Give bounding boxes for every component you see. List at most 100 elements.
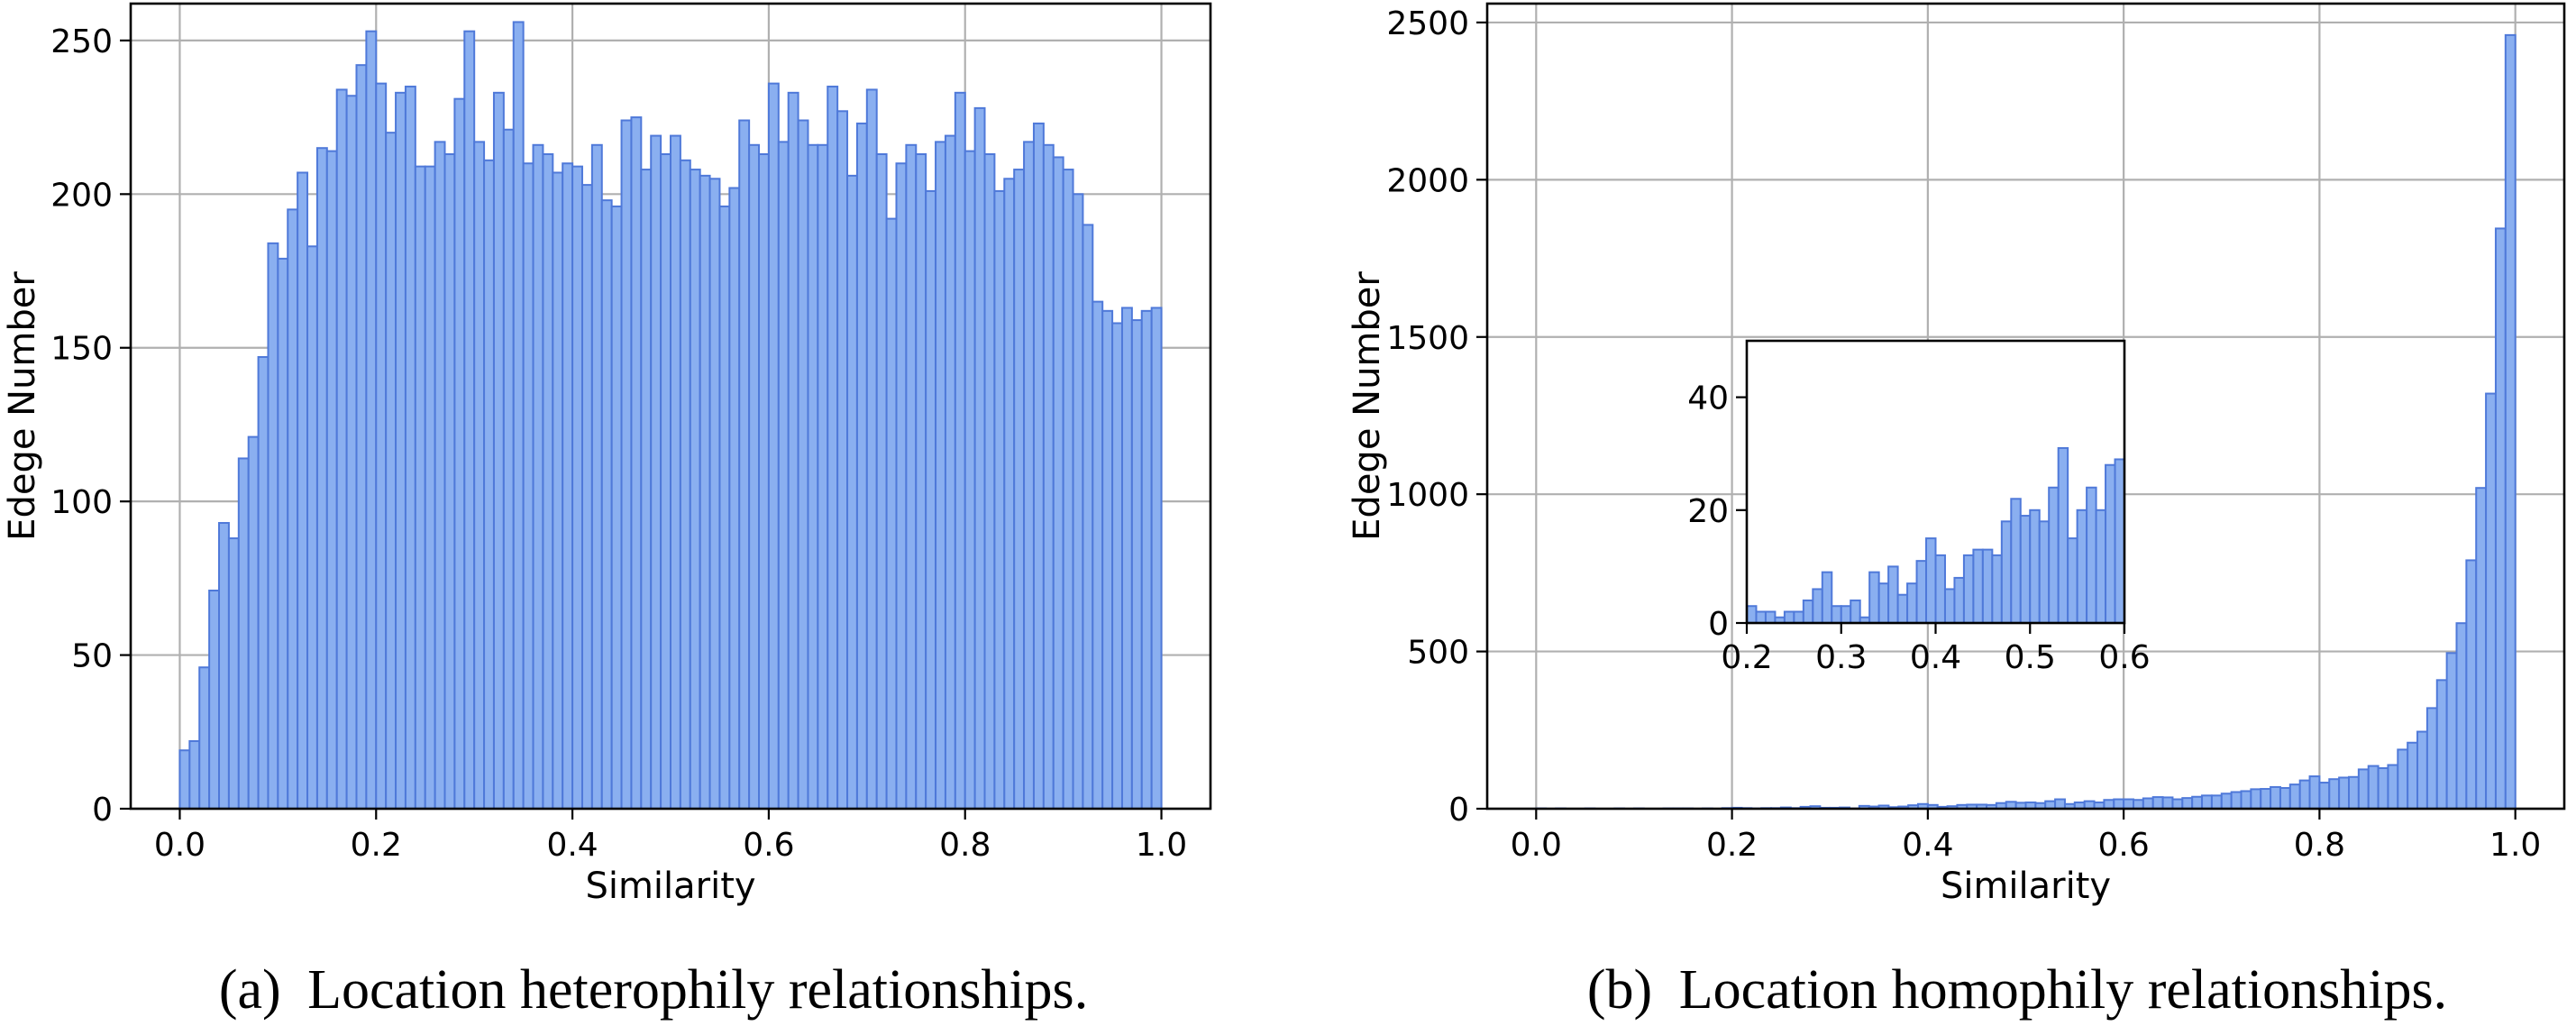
a-bar-41 bbox=[580, 184, 593, 811]
inset-bar-23 bbox=[1962, 554, 1975, 625]
a-bar-92 bbox=[1082, 224, 1094, 810]
b-bar-90 bbox=[2416, 730, 2428, 810]
inset-xtick-label-1: 0.3 bbox=[1815, 639, 1867, 676]
b-bar-58 bbox=[2103, 799, 2115, 810]
a-bar-77 bbox=[935, 141, 946, 810]
a-bar-4 bbox=[218, 522, 230, 811]
inset-bar-11 bbox=[1850, 599, 1861, 625]
inset-bar-36 bbox=[2086, 486, 2097, 625]
a-bar-54 bbox=[708, 178, 721, 810]
b-caption-text: Location homophily relationships. bbox=[1679, 959, 2447, 1021]
a-bar-39 bbox=[562, 162, 574, 811]
a-bar-27 bbox=[443, 153, 456, 810]
inset-xtick-label-4: 0.6 bbox=[2098, 639, 2150, 676]
inset-xtick-label-2: 0.4 bbox=[1910, 639, 1961, 676]
b-bar-67 bbox=[2191, 795, 2204, 810]
b-y-axis-label: Edege Number bbox=[1347, 271, 1388, 541]
a-bar-62 bbox=[787, 91, 799, 811]
b-ytick-label-4: 2000 bbox=[1386, 162, 1469, 199]
inset-bar-1 bbox=[1755, 610, 1767, 624]
a-bar-32 bbox=[492, 91, 505, 811]
a-bar-28 bbox=[453, 97, 466, 811]
a-bar-10 bbox=[277, 257, 289, 810]
inset-bar-4 bbox=[1783, 610, 1795, 624]
inset-bar-37 bbox=[2095, 508, 2107, 624]
b-bar-93 bbox=[2445, 652, 2458, 810]
b-ytick-label-0: 0 bbox=[1448, 792, 1469, 829]
b-caption-prefix: (b) bbox=[1587, 959, 1652, 1021]
inset-bar-18 bbox=[1915, 560, 1928, 625]
a-bar-42 bbox=[590, 143, 603, 810]
a-bar-80 bbox=[964, 150, 976, 811]
b-bar-82 bbox=[2338, 776, 2351, 810]
a-bar-56 bbox=[728, 187, 741, 810]
b-ytick-label-1: 500 bbox=[1407, 635, 1469, 672]
a-bar-49 bbox=[660, 153, 671, 810]
a-bar-82 bbox=[983, 153, 996, 810]
inset-ticks: 0.2 0.3 0.4 0.5 0.6 0 20 40 bbox=[1687, 380, 2150, 676]
a-xtick-label-2: 0.4 bbox=[546, 827, 598, 864]
inset-bar-8 bbox=[1821, 571, 1833, 624]
b-bar-60 bbox=[2123, 798, 2135, 810]
inset-bar-31 bbox=[2038, 520, 2051, 625]
a-bar-57 bbox=[738, 119, 751, 810]
inset-ytick-label-0: 0 bbox=[1708, 606, 1729, 643]
b-bar-85 bbox=[2367, 765, 2380, 811]
b-bar-98 bbox=[2494, 227, 2507, 810]
a-bar-8 bbox=[257, 355, 269, 810]
b-bar-78 bbox=[2298, 779, 2311, 810]
a-y-axis-label: Edege Number bbox=[2, 271, 43, 541]
inset-bar-32 bbox=[2048, 486, 2060, 625]
a-bar-30 bbox=[473, 141, 486, 810]
a-bar-38 bbox=[552, 171, 564, 810]
b-bar-92 bbox=[2435, 679, 2448, 810]
b-bar-63 bbox=[2151, 796, 2164, 811]
a-bar-26 bbox=[434, 141, 446, 810]
inset-bar-14 bbox=[1877, 582, 1890, 624]
b-bar-77 bbox=[2288, 783, 2301, 811]
b-inset-zoom-histogram: 0.2 0.3 0.4 0.5 0.6 0 20 40 bbox=[1687, 339, 2151, 676]
inset-bar-9 bbox=[1831, 605, 1842, 624]
panel-b-homophily-histogram: 0.0 0.2 0.4 0.6 0.8 1.0 0 500 1000 1500 2000 2500 S… bbox=[1347, 2, 2566, 1021]
b-bar-66 bbox=[2181, 797, 2194, 810]
a-bar-99 bbox=[1150, 307, 1163, 811]
a-bar-78 bbox=[944, 134, 956, 810]
a-ytick-label-3: 150 bbox=[50, 331, 113, 368]
a-bar-19 bbox=[365, 30, 378, 810]
b-bar-70 bbox=[2220, 792, 2233, 810]
b-xtick-label-4: 0.8 bbox=[2294, 827, 2345, 864]
inset-bar-15 bbox=[1887, 565, 1899, 625]
a-bar-63 bbox=[797, 119, 809, 810]
b-ticks: 0.0 0.2 0.4 0.6 0.8 1.0 0 500 1000 1500 2000 2500 bbox=[1386, 5, 2541, 864]
b-bar-80 bbox=[2318, 782, 2331, 810]
a-bar-13 bbox=[306, 245, 318, 810]
inset-bar-10 bbox=[1840, 605, 1852, 624]
b-xtick-label-3: 0.6 bbox=[2098, 827, 2150, 864]
a-bar-48 bbox=[650, 134, 662, 810]
a-bar-15 bbox=[325, 150, 338, 811]
a-bar-58 bbox=[748, 143, 761, 810]
inset-xtick-label-3: 0.5 bbox=[2005, 639, 2056, 676]
a-bar-74 bbox=[905, 143, 918, 810]
a-xtick-label-4: 0.8 bbox=[939, 827, 991, 864]
a-bars bbox=[178, 21, 1163, 811]
inset-ytick-label-1: 20 bbox=[1687, 493, 1729, 530]
b-ytick-label-3: 1500 bbox=[1386, 320, 1469, 357]
b-bar-88 bbox=[2397, 748, 2409, 810]
a-xtick-label-1: 0.2 bbox=[351, 827, 402, 864]
a-bar-84 bbox=[1003, 178, 1016, 810]
b-xtick-label-2: 0.4 bbox=[1902, 827, 1953, 864]
b-bar-74 bbox=[2260, 788, 2272, 810]
b-bar-75 bbox=[2270, 785, 2281, 810]
a-ticks: 0.0 0.2 0.4 0.6 0.8 1.0 0 50 100 150 200 250 bbox=[50, 23, 1187, 864]
a-bar-43 bbox=[600, 199, 613, 811]
a-bar-69 bbox=[855, 122, 868, 810]
b-bar-68 bbox=[2201, 794, 2213, 811]
a-bar-88 bbox=[1042, 143, 1055, 810]
b-bar-97 bbox=[2485, 392, 2497, 810]
a-bar-79 bbox=[954, 91, 966, 811]
a-bar-11 bbox=[287, 208, 299, 810]
a-bar-35 bbox=[522, 162, 534, 811]
b-bar-89 bbox=[2407, 741, 2419, 810]
a-plot-frame bbox=[129, 2, 1212, 811]
